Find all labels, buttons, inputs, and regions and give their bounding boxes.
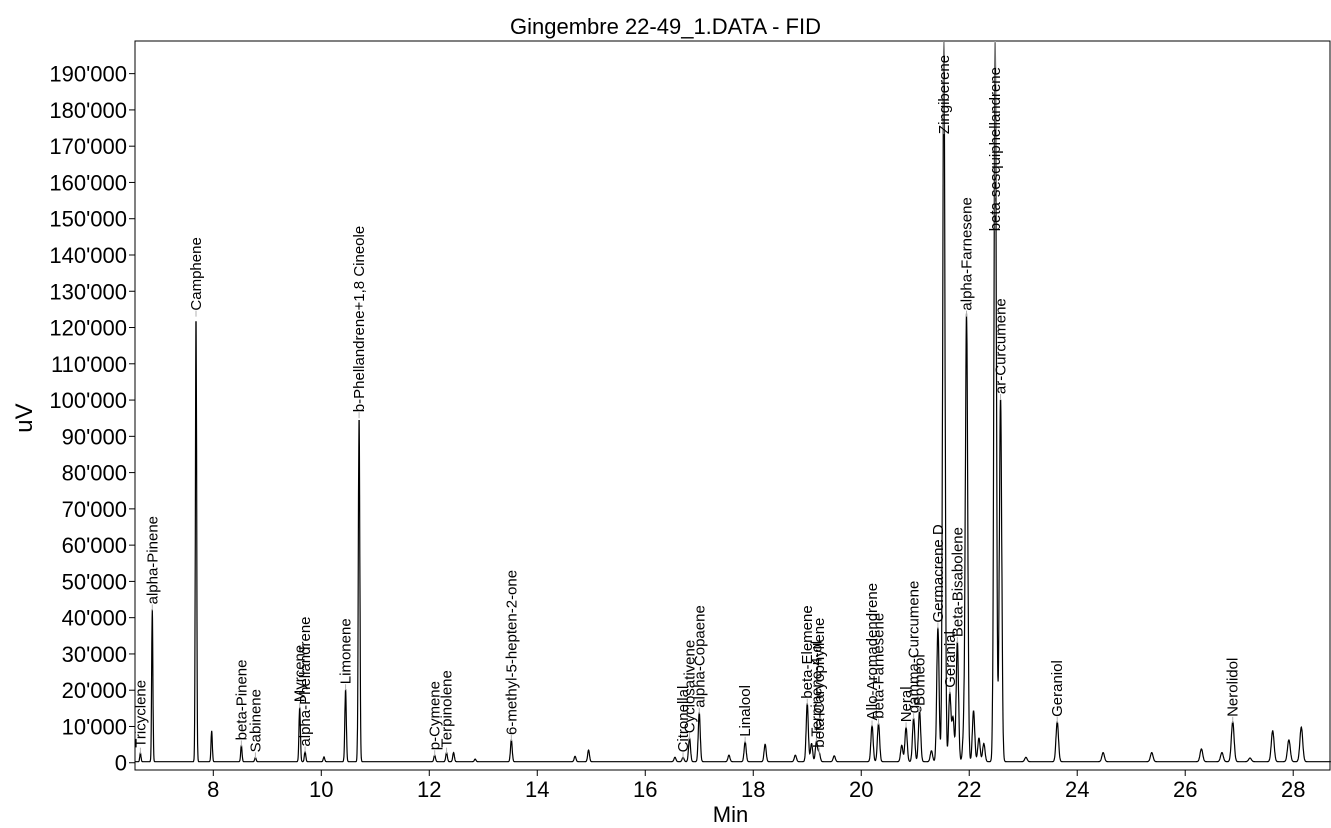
chart-title: Gingembre 22-49_1.DATA - FID bbox=[510, 14, 821, 39]
x-axis-label: Min bbox=[712, 802, 749, 827]
peak-label: alpha-Pinene bbox=[144, 516, 161, 604]
y-tick-label: 180'000 bbox=[49, 98, 127, 123]
y-tick-label: 60'000 bbox=[62, 533, 127, 558]
peak-label: Citronellal bbox=[675, 686, 692, 753]
y-tick-label: 70'000 bbox=[62, 497, 127, 522]
x-tick-label: 20 bbox=[849, 777, 873, 802]
y-tick-label: 140'000 bbox=[49, 243, 127, 268]
y-tick-label: 90'000 bbox=[62, 424, 127, 449]
x-tick-label: 26 bbox=[1173, 777, 1197, 802]
peak-label: Tricyclene bbox=[132, 680, 149, 748]
peak-label: p-Cymene bbox=[427, 681, 444, 750]
peak-label: ar-Curcumene bbox=[993, 298, 1010, 394]
plot-frame bbox=[134, 40, 1331, 771]
peak-label: Geraniol bbox=[1049, 660, 1066, 717]
chromatogram-trace bbox=[135, 41, 1331, 763]
peak-label: Camphene bbox=[188, 237, 205, 310]
y-tick-label: 190'000 bbox=[49, 62, 127, 87]
y-tick-label: 100'000 bbox=[49, 388, 127, 413]
peak-label: beta-Caryophyllene bbox=[811, 618, 828, 748]
peak-label: 6-methyl-5-hepten-2-one bbox=[503, 570, 520, 735]
y-tick-label: 160'000 bbox=[49, 170, 127, 195]
peak-label: Sabinene bbox=[247, 689, 264, 752]
x-tick-label: 10 bbox=[309, 777, 333, 802]
y-tick-label: 30'000 bbox=[62, 642, 127, 667]
peak-label: Borneol bbox=[912, 654, 929, 706]
peak-label: alpha-Copaene bbox=[691, 605, 708, 708]
y-tick-label: 110'000 bbox=[51, 352, 127, 377]
y-tick-label: 120'000 bbox=[49, 316, 127, 341]
peak-label: alpha-Farnesene bbox=[959, 197, 976, 310]
y-tick-label: 150'000 bbox=[49, 207, 127, 232]
x-tick-label: 8 bbox=[207, 777, 219, 802]
peak-label: Zingiberene bbox=[936, 55, 953, 134]
x-tick-label: 16 bbox=[633, 777, 657, 802]
y-tick-label: 20'000 bbox=[62, 678, 127, 703]
peak-label: Terpinolene bbox=[439, 670, 456, 748]
y-tick-label: 170'000 bbox=[49, 134, 127, 159]
peak-label: Neral bbox=[898, 686, 915, 722]
peak-label: Beta-Bisabolene bbox=[949, 527, 966, 637]
x-tick-label: 12 bbox=[417, 777, 441, 802]
x-tick-label: 14 bbox=[525, 777, 549, 802]
x-tick-label: 18 bbox=[741, 777, 765, 802]
peak-label: beta-Pinene bbox=[233, 659, 250, 740]
y-tick-label: 10'000 bbox=[62, 714, 127, 739]
peak-label: Cyclosativene bbox=[682, 640, 699, 733]
peak-label: Nerolidol bbox=[1225, 658, 1242, 717]
peak-label: Terpinene-4-ol bbox=[808, 641, 825, 737]
peak-label: beta-Farnesene bbox=[871, 613, 888, 719]
peak-label: Myrcene bbox=[292, 645, 309, 703]
peak-label: gamma-Curcumene bbox=[906, 581, 923, 714]
x-tick-label: 24 bbox=[1065, 777, 1089, 802]
x-tick-label: 22 bbox=[957, 777, 981, 802]
x-tick-label: 28 bbox=[1281, 777, 1305, 802]
peak-label: beta-sesquiphellandrene bbox=[987, 67, 1004, 231]
y-tick-label: 50'000 bbox=[62, 569, 127, 594]
y-tick-label: 80'000 bbox=[62, 461, 127, 486]
peak-label: Limonene bbox=[338, 618, 355, 684]
peak-label: alpha-Phellandrene bbox=[297, 616, 314, 746]
peak-label: Germacrene D bbox=[930, 524, 947, 623]
peak-label: Allo-Aromadendrene bbox=[864, 583, 881, 721]
peak-label: Geranial bbox=[942, 631, 959, 688]
peak-label: Linalool bbox=[737, 685, 754, 737]
peak-label: b-Phellandrene+1,8 Cineole bbox=[351, 226, 368, 412]
y-tick-label: 40'000 bbox=[62, 606, 127, 631]
y-tick-label: 130'000 bbox=[49, 279, 127, 304]
peak-label: beta-Elemene bbox=[799, 605, 816, 698]
y-tick-label: 0 bbox=[115, 751, 127, 776]
